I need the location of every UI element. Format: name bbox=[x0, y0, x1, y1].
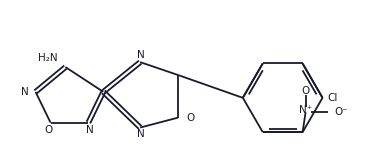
Text: N: N bbox=[137, 129, 145, 140]
Text: N: N bbox=[137, 50, 145, 60]
Text: O⁻: O⁻ bbox=[334, 107, 348, 117]
Text: H₂N: H₂N bbox=[38, 53, 58, 63]
Text: N: N bbox=[21, 87, 28, 97]
Text: Cl: Cl bbox=[328, 93, 338, 103]
Text: O: O bbox=[45, 124, 53, 135]
Text: O: O bbox=[301, 86, 310, 95]
Text: N: N bbox=[86, 124, 94, 135]
Text: O: O bbox=[186, 113, 194, 123]
Text: N⁺: N⁺ bbox=[299, 105, 312, 115]
